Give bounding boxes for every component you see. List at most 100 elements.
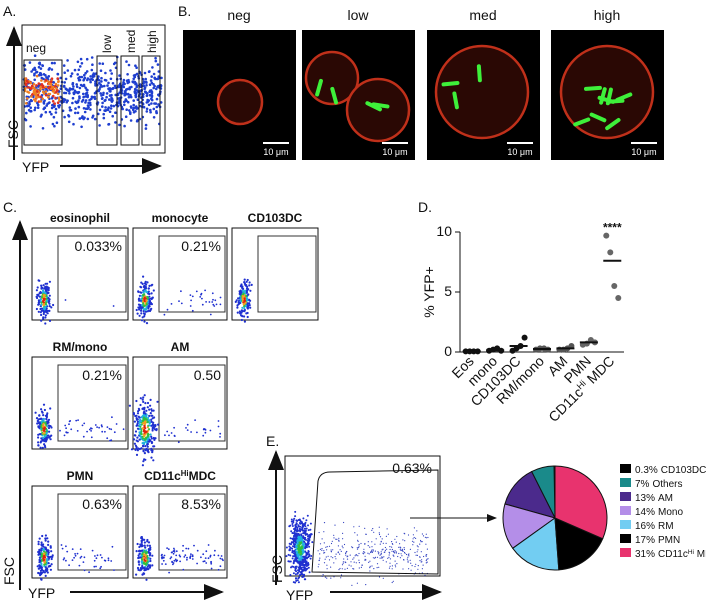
flow-event: [413, 534, 414, 535]
legend-swatch: [620, 464, 631, 473]
flow-event: [147, 451, 149, 453]
flow-event: [109, 69, 112, 72]
flow-event: [124, 90, 127, 93]
flow-event: [412, 565, 413, 566]
flow-event: [45, 314, 47, 316]
flow-event: [102, 113, 105, 116]
flow-event: [361, 565, 362, 566]
flow-event: [210, 314, 212, 316]
flow-event: [92, 115, 95, 118]
flow-event: [176, 550, 178, 552]
flow-event: [40, 426, 42, 428]
flow-event: [365, 534, 366, 535]
flow-event: [422, 568, 423, 569]
flow-event: [329, 546, 330, 547]
flow-event: [43, 287, 45, 289]
flow-event: [381, 541, 382, 542]
flow-event: [112, 82, 115, 85]
flow-event: [182, 550, 184, 552]
flow-event: [147, 402, 149, 404]
flow-event: [153, 445, 155, 447]
flow-event: [146, 300, 148, 302]
flow-event: [293, 535, 295, 537]
flow-event: [344, 544, 345, 545]
gate-value: 0.21%: [82, 367, 122, 383]
flow-event: [303, 541, 305, 543]
flow-event: [290, 537, 292, 539]
flow-event: [38, 422, 40, 424]
flow-event: [343, 558, 344, 559]
flow-event: [157, 63, 160, 66]
flow-event: [63, 81, 66, 84]
gate-value: 0.63%: [392, 460, 432, 476]
flow-event: [168, 435, 170, 437]
legend-swatch: [620, 520, 631, 529]
flow-event: [72, 88, 75, 91]
flow-event: [318, 564, 319, 565]
flow-event: [65, 427, 67, 429]
flow-event: [113, 105, 116, 108]
flow-event: [137, 449, 139, 451]
flow-event: [141, 536, 143, 538]
flow-event: [141, 565, 143, 567]
flow-event: [310, 533, 312, 535]
flow-event: [358, 553, 359, 554]
flow-event: [347, 568, 348, 569]
flow-event: [37, 572, 39, 574]
flow-event: [345, 562, 346, 563]
flow-event: [392, 582, 393, 583]
flow-event: [55, 91, 58, 94]
flow-event: [368, 541, 369, 542]
flow-event: [294, 546, 296, 548]
flow-event: [246, 292, 248, 294]
flow-event: [391, 551, 392, 552]
flow-event: [40, 100, 43, 103]
flow-event: [154, 57, 157, 60]
flow-event: [326, 549, 327, 550]
flow-event: [346, 551, 347, 552]
flow-event: [307, 543, 309, 545]
flow-event: [164, 555, 166, 557]
flow-event: [294, 552, 296, 554]
flow-event: [402, 539, 403, 540]
flow-event: [162, 557, 164, 559]
flow-event: [150, 433, 152, 435]
flow-event: [383, 556, 384, 557]
flow-event: [372, 528, 373, 529]
flow-event: [138, 416, 140, 418]
flow-event: [137, 291, 139, 293]
flow-event: [243, 307, 245, 309]
flow-event: [38, 543, 40, 545]
flow-event: [149, 405, 151, 407]
scale-label: 10 μm: [382, 147, 407, 157]
flow-event: [410, 563, 411, 564]
flow-event: [393, 551, 394, 552]
flow-event: [404, 533, 405, 534]
flow-event: [75, 420, 77, 422]
flow-event: [218, 555, 220, 557]
flow-event: [193, 545, 195, 547]
flow-event: [416, 530, 417, 531]
flow-event: [205, 557, 207, 559]
flow-event: [149, 549, 151, 551]
flow-event: [424, 575, 425, 576]
flow-event: [63, 116, 66, 119]
flow-event: [92, 550, 94, 552]
gate-value: 0.21%: [181, 238, 221, 254]
flow-event: [240, 285, 242, 287]
flow-event: [245, 305, 247, 307]
flow-event: [146, 92, 149, 95]
flow-event: [353, 526, 354, 527]
flow-event: [39, 433, 41, 435]
flow-event: [403, 551, 404, 552]
flow-event: [94, 560, 96, 562]
flow-event: [145, 307, 147, 309]
flow-event: [145, 285, 147, 287]
flow-event: [55, 108, 58, 111]
flow-event: [44, 292, 46, 294]
flow-event: [353, 557, 354, 558]
flow-event: [44, 432, 46, 434]
flow-event: [47, 297, 49, 299]
flow-event: [65, 545, 67, 547]
flow-event: [137, 567, 139, 569]
